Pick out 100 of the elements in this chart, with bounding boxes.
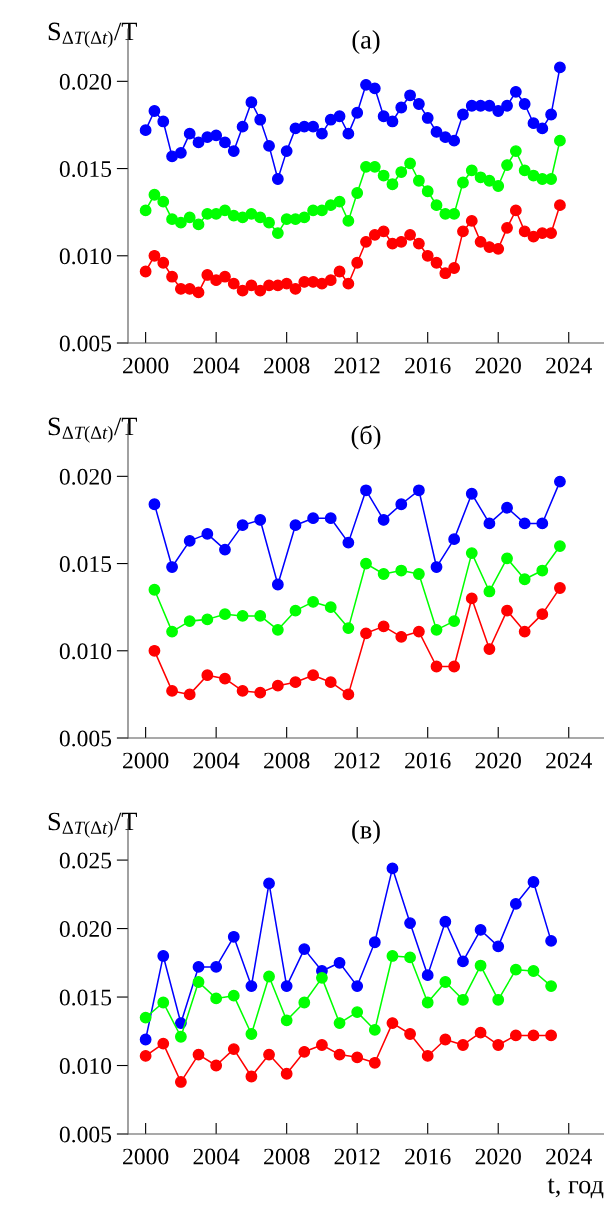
point	[412, 484, 425, 497]
point	[210, 208, 223, 220]
point	[227, 145, 240, 158]
point	[430, 561, 443, 573]
point	[430, 256, 443, 269]
point	[554, 61, 566, 74]
point	[509, 145, 522, 158]
y-axis-title: S$_{ΔT(Δt)}$/T	[48, 812, 137, 838]
point	[448, 208, 461, 220]
point	[219, 543, 231, 556]
point	[157, 1037, 170, 1050]
point	[527, 965, 540, 977]
point	[554, 540, 566, 553]
point	[377, 568, 390, 580]
point	[457, 176, 469, 189]
point	[148, 188, 161, 201]
point	[254, 609, 267, 622]
point	[227, 989, 240, 1002]
point	[298, 996, 311, 1009]
point	[245, 279, 258, 292]
point	[430, 660, 443, 673]
x-tick-label: 2008	[264, 752, 310, 769]
point	[245, 1070, 258, 1083]
point	[474, 235, 487, 248]
point	[492, 1039, 505, 1051]
point	[174, 216, 187, 229]
point	[139, 265, 152, 278]
point	[404, 228, 416, 241]
point	[236, 284, 249, 297]
point	[201, 669, 214, 682]
point	[342, 688, 355, 701]
x-tick-label: 2000	[123, 752, 169, 769]
x-tick-label: 2020	[475, 357, 521, 374]
point	[157, 996, 170, 1009]
point	[518, 625, 531, 638]
point	[280, 277, 293, 290]
point	[183, 688, 196, 701]
point	[324, 274, 337, 287]
point	[210, 274, 223, 287]
point	[316, 1039, 328, 1051]
point	[492, 242, 505, 255]
point	[254, 113, 267, 126]
point	[368, 228, 381, 241]
point	[474, 959, 487, 972]
point	[509, 1029, 522, 1042]
point	[404, 157, 416, 170]
point	[360, 235, 372, 248]
point	[448, 533, 461, 546]
point	[307, 512, 320, 525]
point	[360, 78, 372, 91]
point	[236, 120, 249, 133]
point	[333, 195, 346, 208]
point	[457, 955, 469, 968]
point	[377, 225, 390, 238]
point	[421, 1050, 434, 1062]
point	[271, 679, 284, 692]
point	[527, 1029, 540, 1042]
point	[492, 180, 505, 192]
x-tick-label: 2012	[334, 1148, 380, 1165]
point	[289, 676, 302, 689]
point	[404, 89, 416, 102]
point	[254, 211, 267, 224]
point	[492, 940, 505, 953]
point	[183, 615, 196, 628]
point	[483, 517, 496, 530]
point	[192, 1048, 205, 1061]
point	[219, 608, 231, 621]
y-tick-label: 0.020	[59, 921, 112, 938]
x-tick-label: 2012	[334, 357, 380, 374]
point	[448, 615, 461, 628]
point	[157, 115, 170, 128]
point	[245, 1028, 258, 1040]
point	[227, 1043, 240, 1055]
point	[307, 120, 320, 133]
point	[554, 134, 566, 147]
point	[139, 1050, 152, 1062]
point	[395, 166, 408, 178]
point	[518, 225, 531, 238]
point	[412, 568, 425, 580]
y-tick-label: 0.020	[59, 468, 112, 485]
point	[351, 106, 364, 119]
point	[227, 930, 240, 943]
point	[183, 534, 196, 547]
point	[395, 235, 408, 248]
x-tick-label: 2020	[475, 752, 521, 769]
point	[280, 145, 293, 158]
point	[148, 249, 161, 262]
y-tick-label: 0.005	[59, 730, 112, 747]
point	[263, 1048, 275, 1061]
point	[377, 110, 390, 123]
point	[333, 110, 346, 123]
point	[377, 620, 390, 633]
point	[412, 625, 425, 638]
point	[219, 672, 231, 685]
point	[192, 136, 205, 149]
point	[377, 514, 390, 526]
x-tick-label: 2016	[405, 752, 451, 769]
point	[527, 117, 540, 130]
point	[201, 269, 214, 281]
point	[518, 98, 531, 110]
